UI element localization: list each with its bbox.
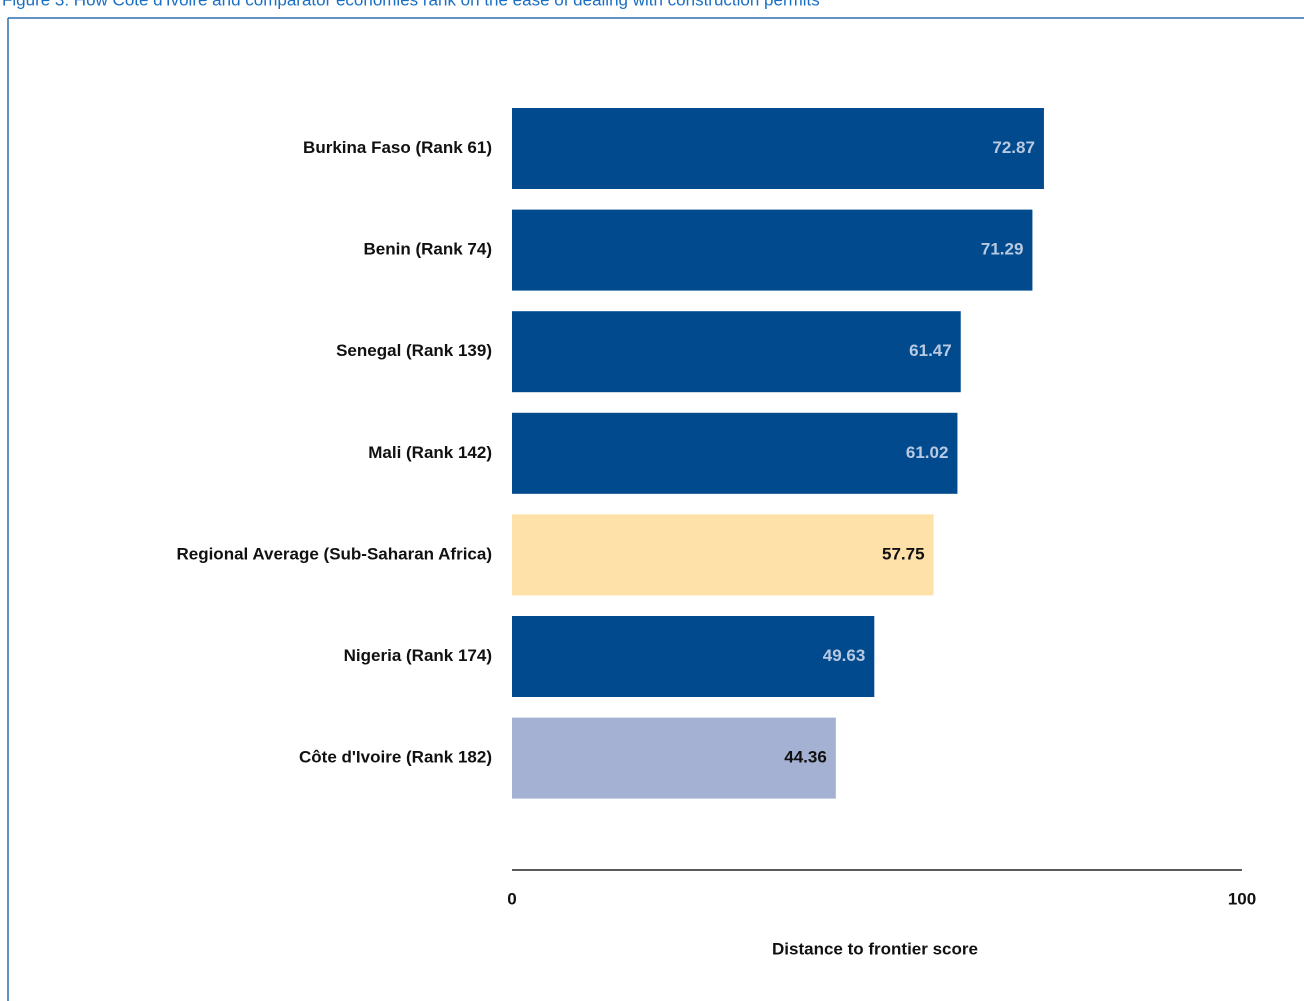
value-label: 61.47	[909, 341, 952, 360]
value-label: 57.75	[882, 544, 925, 563]
y-tick-label: Regional Average (Sub-Saharan Africa)	[176, 544, 492, 563]
value-label: 61.02	[906, 443, 949, 462]
value-label: 71.29	[981, 240, 1024, 259]
value-label: 72.87	[992, 138, 1035, 157]
y-tick-label: Côte d'Ivoire (Rank 182)	[299, 748, 492, 767]
bar	[512, 514, 934, 596]
bar	[512, 311, 961, 393]
y-tick-label: Burkina Faso (Rank 61)	[303, 138, 492, 157]
x-tick-label: 100	[1228, 889, 1256, 908]
value-label: 49.63	[823, 646, 866, 665]
y-tick-label: Mali (Rank 142)	[368, 443, 492, 462]
bar	[512, 209, 1033, 291]
chart-title: Figure 3: How Côte d'Ivoire and comparat…	[2, 0, 820, 9]
y-tick-label: Benin (Rank 74)	[364, 240, 492, 259]
y-tick-label: Nigeria (Rank 174)	[344, 646, 492, 665]
bar	[512, 108, 1044, 189]
bar	[512, 412, 958, 494]
value-label: 44.36	[784, 748, 827, 767]
x-axis-label: Distance to frontier score	[772, 939, 978, 958]
bar	[512, 616, 875, 697]
x-tick-label: 0	[507, 889, 516, 908]
y-tick-label: Senegal (Rank 139)	[336, 341, 492, 360]
bar	[512, 717, 836, 799]
